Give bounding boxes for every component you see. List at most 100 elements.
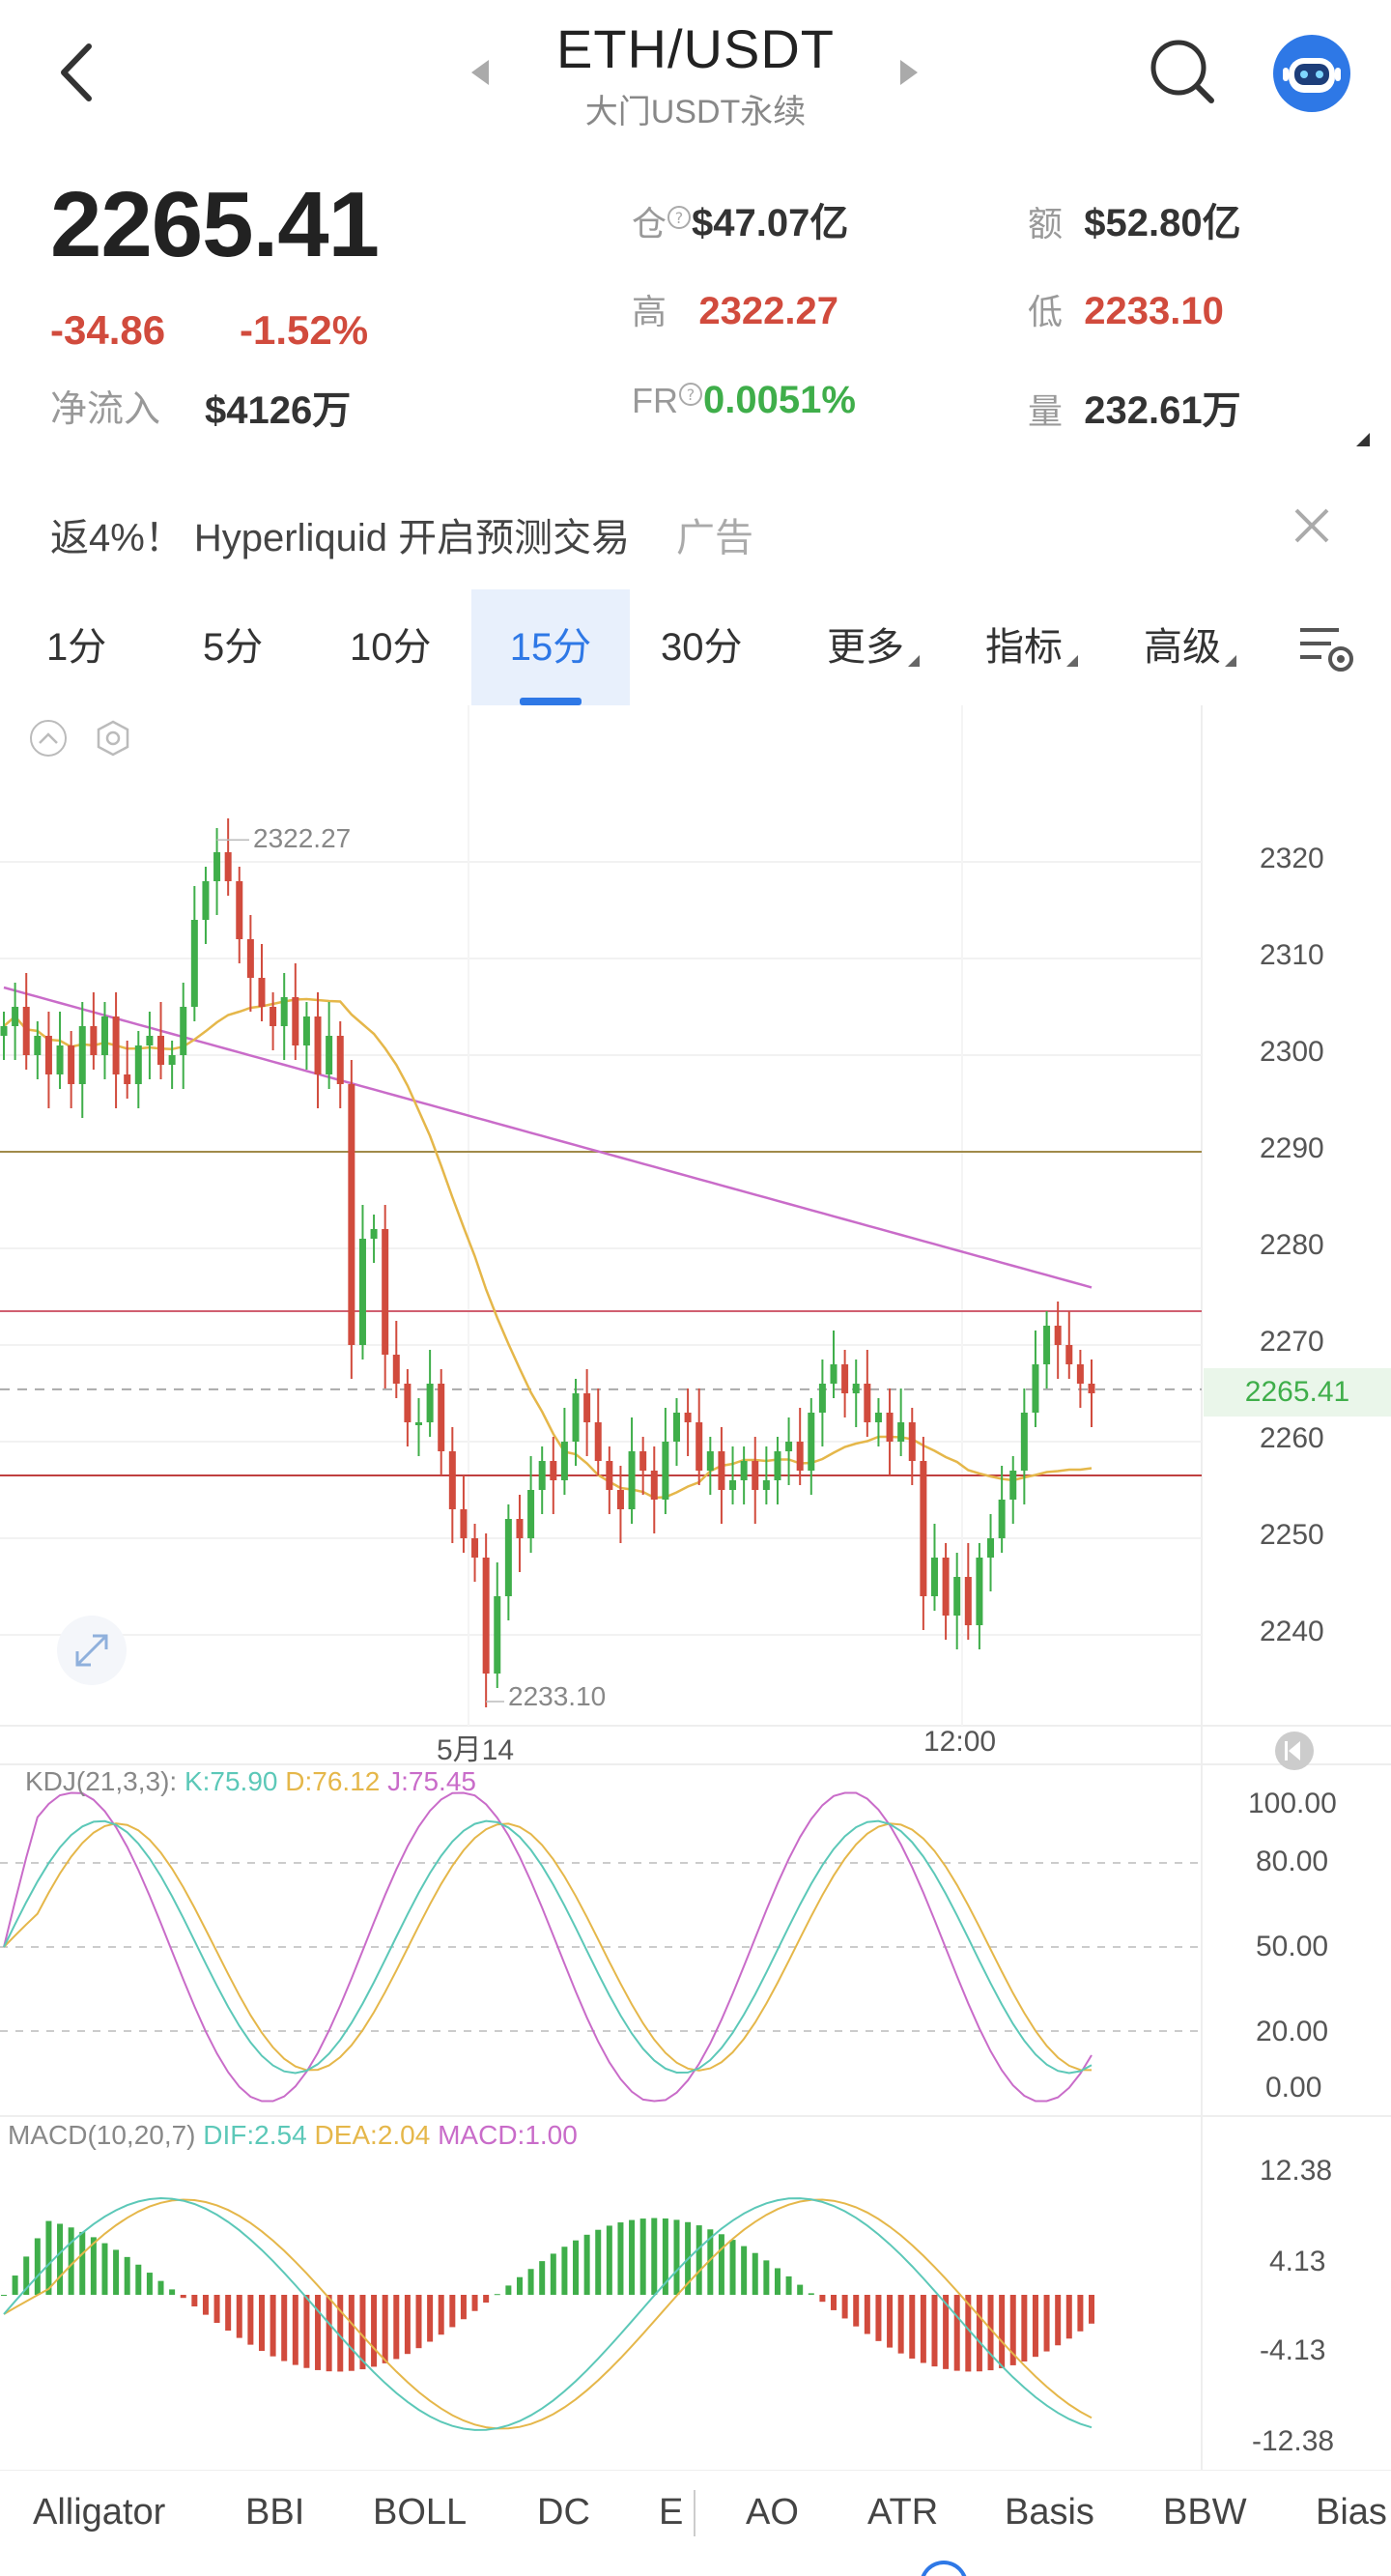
indicator-dc[interactable]: DC [537,2492,590,2533]
reset-chart-icon[interactable] [1275,1732,1314,1770]
candle-body [246,939,254,978]
tab-15m[interactable]: 15分 [471,589,630,705]
candle-body [326,1036,333,1074]
tab-advanced-label: 高级 [1144,626,1221,669]
tab-10m[interactable]: 10分 [350,626,432,669]
indicator-bbi[interactable]: BBI [245,2492,305,2533]
macd-histogram-bar [729,2240,736,2295]
candle-body [830,1364,837,1384]
macd-histogram-bar [494,2294,500,2296]
low-marker-label: 2233.10 [508,1681,607,1711]
candle-body [1076,1364,1084,1384]
candle-body [336,1036,344,1084]
interval-tabs: 1分 5分 10分 15分 30分 更多 指标 高级 [0,589,1391,705]
tab-5m[interactable]: 5分 [203,626,264,669]
macd-histogram-bar [606,2225,612,2295]
ad-text[interactable]: 返4%！ Hyperliquid 开启预测交易 [50,517,631,559]
info-icon[interactable]: ? [667,205,692,230]
tab-indicators-label: 指标 [985,626,1063,669]
tab-indicators[interactable]: 指标 [985,589,1078,705]
time-axis-label: 5月14 [437,1734,515,1766]
candle-body [146,1036,154,1045]
candle-body [594,1422,602,1461]
candle-body [852,1384,860,1393]
robot-avatar-icon[interactable] [1273,35,1350,112]
collapse-icon[interactable] [30,720,67,757]
indicator-basis[interactable]: Basis [1005,2492,1094,2533]
indicator-bar: Alligator BBI BOLL DC E AO ATR Basis BBW… [0,2470,1391,2557]
candle-body [258,978,266,1007]
candle-body [22,1007,30,1055]
candle-body [908,1422,916,1461]
chart-settings-icon[interactable] [1296,618,1358,680]
price-axis-label: 2290 [1260,1132,1324,1164]
prev-symbol-icon[interactable] [469,58,491,87]
macd-histogram-bar [931,2295,938,2367]
macd-histogram-bar [303,2295,310,2368]
macd-histogram-bar [920,2295,926,2363]
macd-histogram-bar [875,2295,882,2341]
candle-body [482,1558,490,1674]
candle-body [1032,1364,1039,1413]
macd-histogram-bar [841,2295,848,2319]
indicator-bbw[interactable]: BBW [1163,2492,1247,2533]
candle-body [718,1451,725,1490]
indicator-boll[interactable]: BOLL [373,2492,468,2533]
candle-body [471,1538,479,1558]
macd-histogram-bar [23,2256,30,2295]
macd-histogram-bar [909,2295,916,2359]
kdj-d-line [3,1822,1093,2072]
candle-body [639,1451,647,1471]
candle-body [348,1084,355,1345]
indicator-ao[interactable]: AO [746,2492,799,2533]
macd-histogram-bar [819,2295,826,2303]
macd-histogram-bar [673,2219,680,2295]
macd-axis-label: 4.13 [1269,2246,1326,2277]
high-marker-label: 2322.27 [253,823,352,853]
netflow-value: $4126万 [205,389,352,432]
macd-histogram-bar [639,2218,646,2295]
symbol-title[interactable]: ETH/USDT [556,18,835,79]
close-icon[interactable] [1291,504,1333,547]
macd-histogram-bar [763,2260,770,2295]
tab-more[interactable]: 更多 [827,589,920,705]
tab-1m[interactable]: 1分 [46,626,107,669]
tab-advanced[interactable]: 高级 [1144,589,1236,705]
info-icon[interactable]: ? [678,382,703,407]
stat-low-value: 2233.10 [1084,290,1224,332]
candle-body [68,1045,75,1084]
kdj-panel [0,1791,1202,2103]
macd-histogram-bar [831,2295,837,2310]
back-arrow-icon[interactable] [54,39,100,106]
candle-body [78,1026,86,1084]
next-symbol-icon[interactable] [898,58,920,87]
macd-histogram-bar [169,2289,176,2295]
extreme-markers [216,839,504,1703]
indicator-bias[interactable]: Bias [1316,2492,1387,2533]
stat-high-label: 高 [632,292,667,331]
macd-histogram-bar [527,2269,534,2295]
macd-histogram-bar [539,2261,546,2295]
macd-histogram-bar [573,2240,580,2295]
indicator-e[interactable]: E [659,2492,684,2533]
expand-stats-icon[interactable] [1356,433,1370,446]
tab-30m[interactable]: 30分 [661,626,743,669]
macd-histogram-bar [662,2218,668,2295]
candle-body [942,1558,950,1616]
candle-body [1043,1326,1051,1364]
price-axis-label: 2280 [1260,1229,1324,1261]
search-icon[interactable] [1148,37,1217,106]
kline-chart[interactable] [0,705,1391,2470]
gear-icon[interactable] [97,720,129,757]
indicator-alligator[interactable]: Alligator [33,2492,166,2533]
macd-histogram-bar [707,2229,714,2295]
active-tab-indicator [520,698,582,705]
candle-body [224,852,232,881]
indicator-separator [694,2490,696,2536]
fullscreen-icon[interactable] [57,1616,127,1685]
candle-body [964,1577,972,1625]
ad-banner[interactable]: 返4%！ Hyperliquid 开启预测交易 广告 [0,493,1391,570]
indicator-atr[interactable]: ATR [867,2492,939,2533]
macd-histogram-bar [752,2252,758,2295]
macd-histogram-bar [1089,2295,1094,2324]
